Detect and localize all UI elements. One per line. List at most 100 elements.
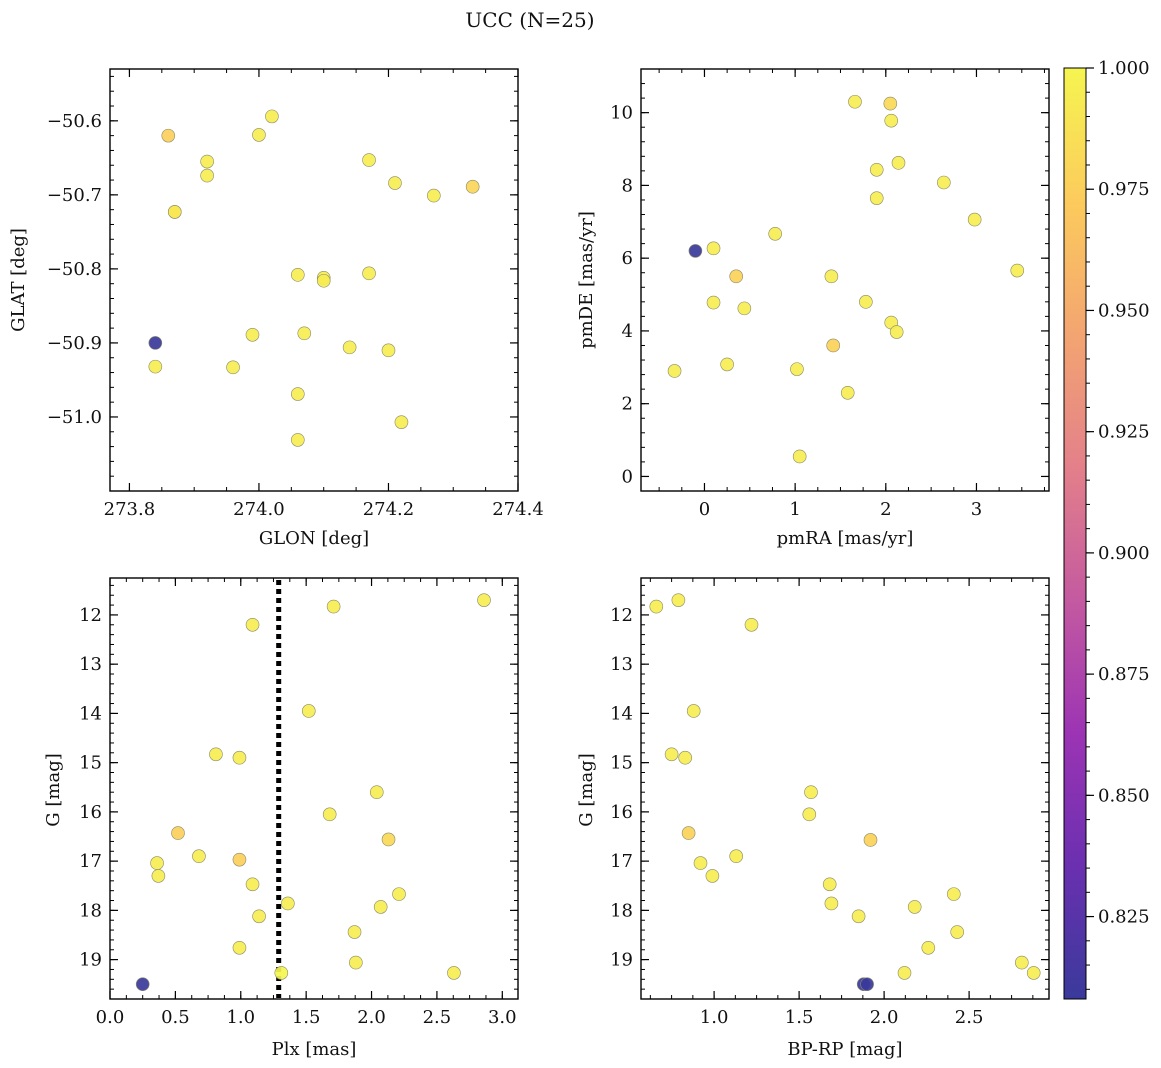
x-tick-label: 3.0 (488, 1007, 517, 1028)
y-tick-label: 18 (79, 900, 102, 921)
x-tick-label: 2.0 (357, 1007, 386, 1028)
scatter-point (465, 179, 480, 194)
x-axis-label: pmRA [mas/yr] (777, 528, 914, 549)
scatter-point (232, 852, 247, 867)
scatter-point (349, 955, 363, 970)
scatter-point (883, 96, 898, 111)
colorbar: 0.825 0.850 0.875 0.900 0.925 0.950 0.975 1.000 (1063, 58, 1150, 1000)
scatter-point (744, 617, 759, 632)
scatter-point (392, 887, 406, 901)
scatter-point (192, 849, 206, 864)
colorbar-tick-label: 0.850 (1098, 785, 1150, 806)
scatter-point (824, 896, 839, 911)
scatter-point (265, 109, 279, 124)
scatter-point (688, 244, 703, 258)
y-tick-label: 18 (610, 900, 633, 921)
scatter-point (729, 269, 744, 284)
bprp-g-panel: BP-RP [mag] G [mag] 1.0 1.5 2.0 2.5 12 13 14 15… (576, 577, 1050, 1060)
scatter-point (737, 301, 752, 316)
colorbar-tick-label: 0.900 (1098, 543, 1150, 564)
scatter-point (291, 268, 305, 282)
scatter-point (826, 338, 841, 353)
scatter-point (291, 433, 305, 447)
y-tick-label: 10 (610, 103, 633, 124)
scatter-point (706, 295, 721, 310)
y-tick-label: 4 (622, 321, 633, 342)
scatter-point (148, 336, 163, 350)
x-tick-label: 274.4 (492, 499, 544, 520)
x-tick-label: 0 (699, 499, 710, 520)
scatter-point (897, 966, 912, 980)
colorbar-tick-label: 0.925 (1098, 422, 1150, 443)
y-tick-label: 6 (622, 248, 633, 269)
scatter-point (693, 856, 708, 870)
scatter-point (884, 113, 899, 128)
scatter-point (889, 325, 904, 339)
scatter-point (802, 807, 817, 822)
y-tick-label: −50.6 (47, 111, 102, 132)
scatter-point (792, 449, 807, 464)
scatter-point (477, 593, 491, 607)
scatter-point (171, 826, 185, 840)
scatter-point (316, 273, 331, 288)
scatter-point (671, 593, 686, 607)
scatter-point (937, 175, 951, 190)
scatter-point (863, 833, 878, 847)
y-tick-label: 17 (610, 851, 633, 872)
y-tick-label: 19 (610, 950, 633, 971)
x-tick-label: 2.5 (423, 1007, 452, 1028)
x-tick-label: 1.5 (785, 1007, 814, 1028)
scatter-point (373, 900, 388, 914)
x-tick-label: 0.5 (161, 1007, 190, 1028)
x-tick-label: 1 (789, 499, 800, 520)
plot-frame (640, 68, 1050, 492)
scatter-point (790, 362, 804, 376)
scatter-point (151, 869, 166, 883)
colorbar-tick-label: 0.875 (1098, 664, 1150, 685)
scatter-point (252, 909, 266, 924)
scatter-point (362, 153, 376, 167)
plx-g-panel: Plx [mas] G [mag] 0.0 0.5 1.0 1.5 2.0 2.5 3.0 1… (43, 577, 519, 1060)
x-tick-label: 274.0 (233, 499, 285, 520)
scatter-point (664, 747, 679, 762)
scatter-point (226, 360, 240, 375)
scatter-point (869, 162, 884, 177)
scatter-point (859, 295, 873, 309)
y-tick-label: 19 (79, 950, 102, 971)
scatter-point (281, 896, 295, 911)
scatter-point (362, 266, 376, 281)
scatter-point (322, 807, 337, 822)
y-tick-label: −50.9 (47, 333, 102, 354)
scatter-point (394, 415, 409, 429)
scatter-point (148, 359, 163, 374)
x-tick-label: 273.8 (104, 499, 156, 520)
y-tick-label: 16 (610, 802, 633, 823)
y-axis-label: pmDE [mas/yr] (576, 211, 597, 349)
scatter-point (720, 357, 734, 372)
scatter-point (860, 977, 874, 992)
scatter-point (950, 925, 965, 939)
scatter-point (921, 940, 936, 955)
figure-title: UCC (N=25) (465, 8, 594, 32)
scatter-point (447, 966, 461, 980)
y-axis-label: GLAT [deg] (8, 228, 29, 332)
colorbar-tick-label: 1.000 (1098, 58, 1150, 79)
y-tick-label: 14 (79, 703, 102, 724)
scatter-point (381, 343, 396, 358)
colorbar-gradient (1063, 67, 1087, 1000)
scatter-point (135, 977, 150, 992)
scatter-point (427, 188, 441, 203)
y-tick-label: 12 (610, 605, 633, 626)
x-tick-label: 1.5 (292, 1007, 321, 1028)
y-tick-label: 17 (79, 851, 102, 872)
y-tick-label: −50.8 (47, 259, 102, 280)
scatter-point (706, 241, 721, 256)
x-axis-label: BP-RP [mag] (787, 1039, 902, 1060)
scatter-point (297, 326, 312, 341)
scatter-point (245, 617, 260, 632)
x-tick-label: 1.0 (226, 1007, 255, 1028)
scatter-point (1010, 263, 1025, 278)
y-axis-label: G [mag] (43, 753, 64, 826)
scatter-point (232, 940, 247, 955)
glon-glat-panel: GLON [deg] GLAT [deg] 273.8 274.0 274.2 274… (8, 68, 544, 549)
